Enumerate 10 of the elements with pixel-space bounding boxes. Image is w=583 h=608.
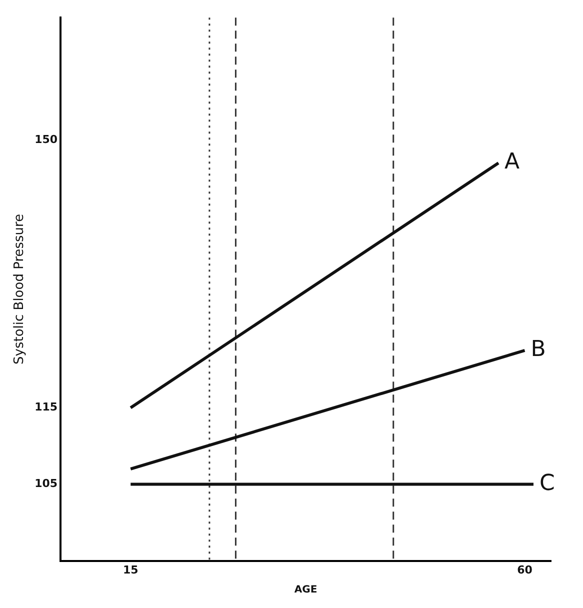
series-label: A (504, 150, 520, 175)
x-axis-title: AGE (294, 584, 318, 596)
x-tick-label: 60 (517, 563, 533, 576)
y-tick-label: 150 (34, 132, 58, 146)
y-axis-title: Systolic Blood Pressure (12, 214, 28, 365)
y-tick-label: 105 (34, 477, 58, 490)
series-label: C (539, 471, 555, 496)
series-label: B (530, 337, 546, 362)
y-tick-label: 115 (34, 400, 58, 414)
x-tick-label: 15 (122, 563, 138, 576)
